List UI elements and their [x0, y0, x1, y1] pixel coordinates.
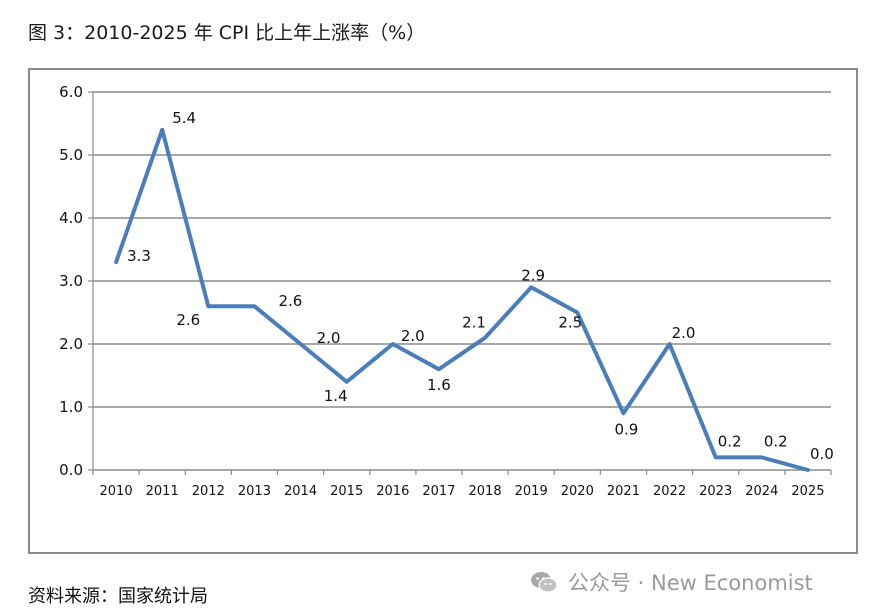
data-label: 2.5	[558, 314, 582, 332]
data-label: 0.2	[764, 432, 788, 450]
x-tick-label: 2020	[561, 484, 594, 499]
data-label: 2.0	[317, 329, 341, 347]
data-label: 2.9	[521, 266, 545, 284]
x-tick-label: 2014	[284, 484, 317, 499]
x-tick-label: 2010	[100, 484, 133, 499]
chart-frame	[28, 68, 858, 554]
data-label: 2.1	[462, 314, 486, 332]
wechat-icon	[531, 572, 558, 593]
chart-title: 图 3：2010-2025 年 CPI 比上年上涨率（%）	[28, 22, 426, 44]
series-lines	[114, 127, 810, 472]
data-label: 3.3	[127, 247, 151, 265]
data-label: 0.0	[810, 445, 834, 463]
y-tick-label: 5.0	[59, 146, 83, 164]
data-label: 1.6	[427, 376, 451, 394]
source-note: 资料来源：国家统计局	[28, 586, 208, 607]
gridlines	[93, 91, 831, 408]
data-label: 2.6	[279, 292, 303, 310]
y-tick-label: 4.0	[59, 209, 83, 227]
y-tick-label: 6.0	[59, 83, 83, 101]
x-tick-label: 2012	[192, 484, 225, 499]
data-label: 1.4	[324, 387, 348, 405]
x-tick-label: 2022	[653, 484, 686, 499]
data-label: 5.4	[172, 109, 196, 127]
axes	[88, 91, 832, 475]
watermark: 公众号 · New Economist	[530, 567, 813, 597]
data-label: 2.0	[672, 324, 696, 342]
y-tick-label: 1.0	[59, 398, 83, 416]
data-label: 2.6	[176, 311, 200, 329]
x-tick-label: 2011	[146, 484, 179, 499]
x-tick-label: 2021	[607, 484, 640, 499]
y-tick-labels: 0.0 1.0 2.0 3.0 4.0 5.0 6.0	[59, 83, 83, 479]
watermark-text: 公众号 · New Economist	[568, 571, 813, 595]
x-tick-label: 2016	[376, 484, 409, 499]
x-tick-label: 2024	[745, 484, 778, 499]
x-tick-label: 2019	[515, 484, 548, 499]
x-tick-label: 2023	[699, 484, 732, 499]
y-tick-label: 0.0	[59, 461, 83, 479]
data-label: 2.0	[401, 327, 425, 345]
y-tick-label: 2.0	[59, 335, 83, 353]
x-tick-label: 2017	[422, 484, 455, 499]
y-tick-label: 3.0	[59, 272, 83, 290]
data-labels: 3.3 5.4 2.6 2.6 2.0 1.4 2.0 1.6 2.1 2.9 2.5 0.9 2.0 0…	[127, 109, 834, 463]
x-tick-labels: 2010 2011 2012 2013 2014 2015 2016 2017 2018 2019…	[100, 484, 825, 499]
x-tick-label: 2025	[791, 484, 824, 499]
x-tick-label: 2013	[238, 484, 271, 499]
x-tick-label: 2018	[469, 484, 502, 499]
series-line	[114, 127, 810, 472]
data-label: 0.2	[718, 432, 742, 450]
x-tick-label: 2015	[330, 484, 363, 499]
data-label: 0.9	[615, 420, 639, 438]
